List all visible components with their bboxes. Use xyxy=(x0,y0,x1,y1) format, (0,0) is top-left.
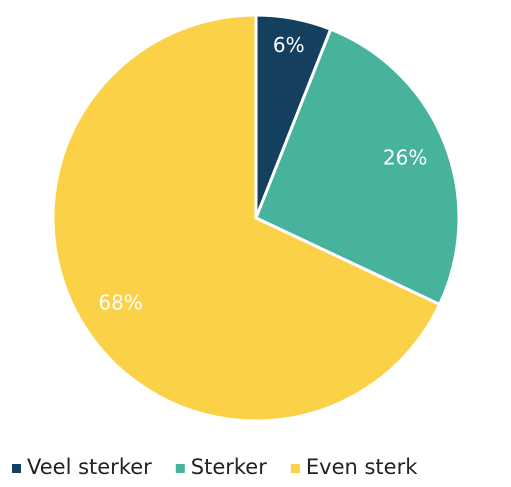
slice-label: 68% xyxy=(98,290,142,314)
legend-swatch xyxy=(175,464,185,473)
legend-label: Even sterk xyxy=(306,455,418,479)
legend-swatch xyxy=(290,464,300,473)
legend-label: Sterker xyxy=(191,455,267,479)
slice-label: 6% xyxy=(273,33,305,57)
pie-slice xyxy=(254,27,461,307)
pie-slice xyxy=(51,13,442,423)
legend-swatch xyxy=(12,464,21,473)
legend-label: Veel sterker xyxy=(27,455,152,479)
slice-label: 26% xyxy=(383,145,427,169)
